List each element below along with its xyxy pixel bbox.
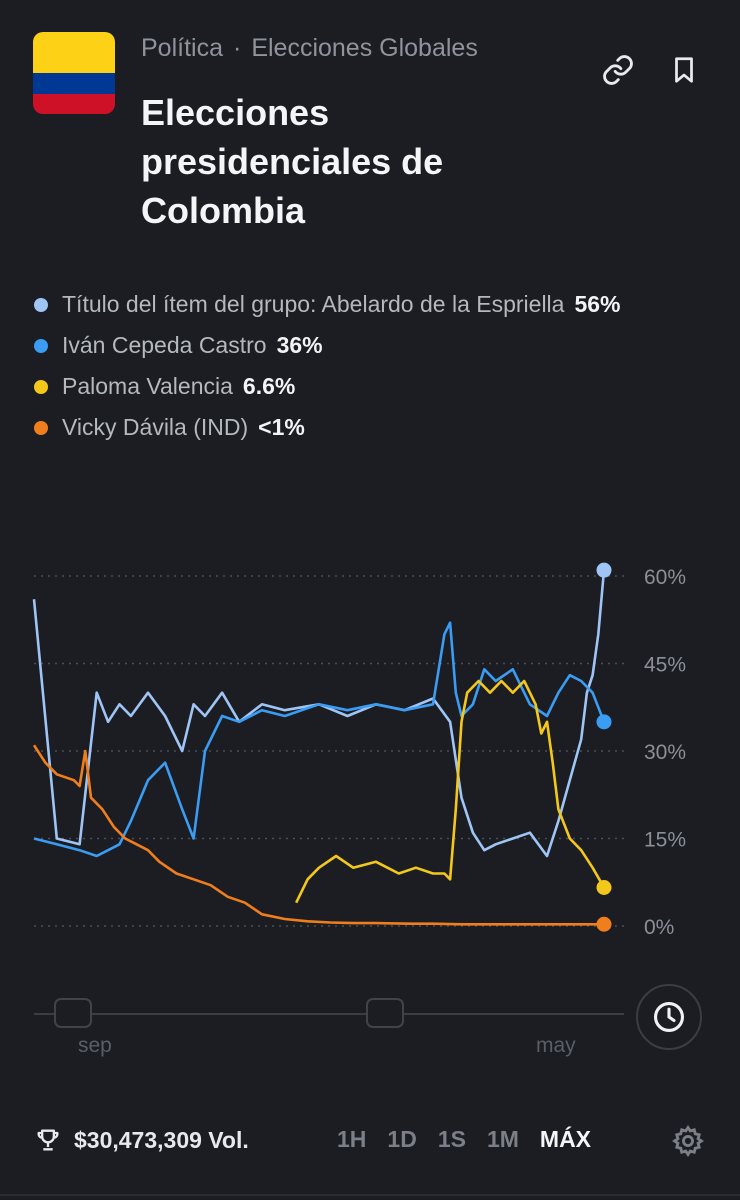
legend-item: Título del ítem del grupo: Abelardo de l… [34,284,621,325]
series-line [32,744,604,926]
legend-item: Iván Cepeda Castro 36% [34,325,621,366]
breadcrumb-separator: · [232,34,242,62]
breadcrumb-category[interactable]: Política [141,34,223,62]
timeline-scrubber[interactable]: sep may [34,990,624,1060]
legend-name: Título del ítem del grupo: Abelardo de l… [62,291,565,317]
y-tick-label: 0% [644,916,674,939]
volume-text: $30,473,309 Vol. [74,1126,249,1153]
series-end-point [596,562,612,578]
trophy-icon [37,1129,59,1151]
timeline-track [34,1013,624,1015]
time-range-selector: 1H 1D 1S 1M MÁX [337,1126,612,1153]
legend-item: Vicky Dávila (IND) <1% [34,407,621,448]
series-line [33,621,606,858]
legend: Título del ítem del grupo: Abelardo de l… [34,284,621,448]
range-max[interactable]: MÁX [539,1126,592,1152]
y-tick-label: 45% [644,654,686,677]
legend-value: 6.6% [242,373,296,399]
price-chart[interactable]: 60% 45% 30% 15% 0% [0,540,740,960]
timeline-label-end: may [536,1034,576,1057]
breadcrumb: Política · Elecciones Globales [141,34,478,63]
colombia-flag [33,32,115,114]
series-end-point [596,916,612,932]
range-1h[interactable]: 1H [337,1126,367,1152]
link-button[interactable] [596,48,640,92]
range-1d[interactable]: 1D [387,1126,417,1152]
clock-icon [653,1001,685,1033]
series-line [295,679,606,904]
legend-item: Paloma Valencia 6.6% [34,366,621,407]
link-icon [603,55,633,85]
bottom-divider [0,1194,740,1196]
y-tick-label: 15% [644,829,686,852]
legend-dot [34,338,48,353]
flag-stripe-red [33,93,115,114]
settings-button[interactable] [671,1124,705,1163]
range-1m[interactable]: 1M [486,1126,519,1152]
legend-value: <1% [258,414,305,440]
series-end-point [596,880,612,895]
history-button[interactable] [636,984,702,1050]
series-line [32,570,606,858]
timeline-handle-start[interactable] [54,998,92,1028]
legend-name: Paloma Valencia [62,373,233,399]
y-tick-label: 60% [644,566,686,589]
breadcrumb-subcategory[interactable]: Elecciones Globales [251,34,478,62]
legend-name: Vicky Dávila (IND) [62,414,249,440]
gear-icon [671,1124,705,1158]
bookmark-button[interactable] [662,48,706,92]
legend-name: Iván Cepeda Castro [62,332,267,358]
chart-footer: $30,473,309 Vol. 1H 1D 1S 1M MÁX [0,1116,740,1166]
legend-dot [34,379,48,394]
volume: $30,473,309 Vol. [34,1126,249,1154]
flag-stripe-blue [33,73,115,94]
timeline-label-start: sep [78,1034,112,1057]
range-1s[interactable]: 1S [437,1126,466,1152]
legend-value: 36% [276,332,323,358]
legend-dot [34,297,48,312]
series-end-point [596,714,612,730]
legend-dot [34,420,48,435]
bookmark-icon [675,57,693,83]
timeline-handle-end[interactable] [366,998,404,1028]
y-tick-label: 30% [644,741,686,764]
flag-stripe-yellow [33,32,115,73]
legend-value: 56% [574,291,621,317]
page-title: Elecciones presidenciales de Colombia [141,92,444,231]
